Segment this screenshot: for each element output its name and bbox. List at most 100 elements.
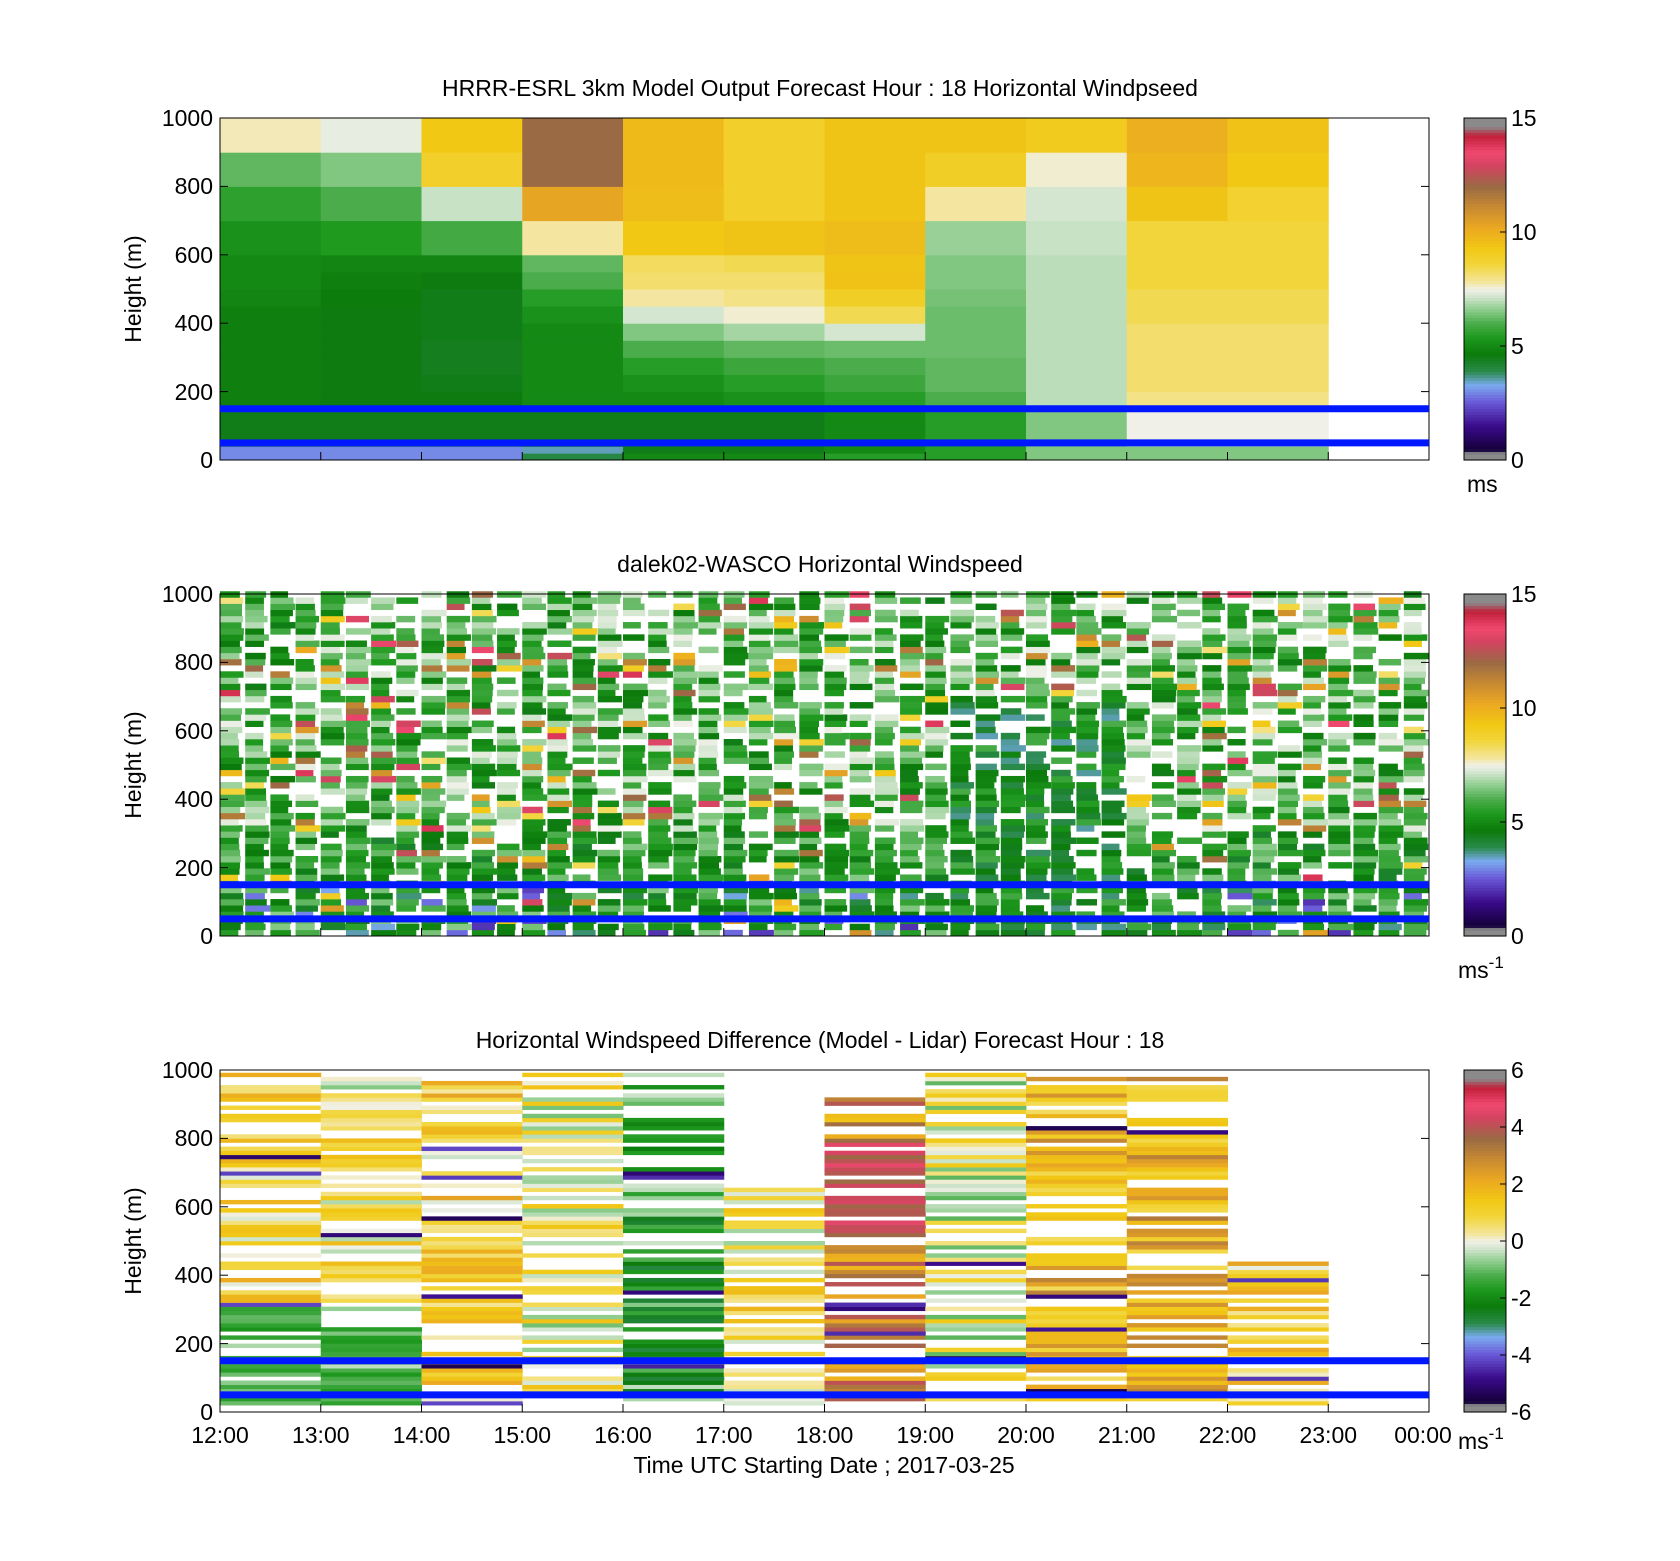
heatmap-cell bbox=[320, 757, 342, 764]
heatmap-cell bbox=[774, 597, 794, 604]
heatmap-cell bbox=[320, 1347, 422, 1353]
heatmap-cell bbox=[522, 1286, 624, 1291]
heatmap-cell bbox=[345, 899, 367, 906]
heatmap-cell bbox=[1126, 1117, 1228, 1123]
heatmap-cell bbox=[824, 425, 926, 440]
heatmap-cell bbox=[1277, 702, 1303, 709]
heatmap-cell bbox=[824, 714, 848, 721]
heatmap-cell bbox=[925, 1101, 1027, 1106]
heatmap-cell bbox=[421, 886, 441, 894]
heatmap-cell bbox=[774, 849, 799, 857]
colorbar-swatch bbox=[1464, 676, 1506, 681]
colorbar-swatch bbox=[1464, 802, 1506, 806]
heatmap-cell bbox=[925, 425, 1027, 440]
heatmap-cell bbox=[799, 646, 823, 654]
heatmap-cell bbox=[320, 1273, 422, 1279]
heatmap-cell bbox=[1101, 603, 1126, 611]
heatmap-cell bbox=[1303, 794, 1324, 801]
heatmap-cell bbox=[220, 640, 240, 647]
heatmap-cell bbox=[270, 732, 292, 740]
heatmap-cell bbox=[245, 763, 268, 771]
heatmap-cell bbox=[1051, 652, 1073, 660]
heatmap-cell bbox=[698, 855, 722, 863]
heatmap-cell bbox=[673, 905, 692, 912]
heatmap-cell bbox=[597, 769, 621, 777]
heatmap-cell bbox=[547, 862, 573, 869]
heatmap-cell bbox=[1126, 1310, 1228, 1316]
colorbar-swatch bbox=[1464, 200, 1506, 205]
heatmap-cell bbox=[220, 1253, 322, 1258]
heatmap-cell bbox=[345, 628, 371, 635]
heatmap-cell bbox=[925, 357, 1027, 375]
heatmap-cell bbox=[547, 905, 570, 912]
heatmap-cell bbox=[245, 720, 264, 727]
heatmap-cell bbox=[1151, 763, 1172, 771]
heatmap-cell bbox=[623, 689, 649, 697]
colorbar-swatch bbox=[1464, 1098, 1506, 1102]
heatmap-cell bbox=[1378, 782, 1397, 789]
heatmap-cell bbox=[245, 868, 270, 875]
heatmap-cell bbox=[950, 708, 976, 715]
heatmap-cell bbox=[320, 1228, 422, 1234]
heatmap-cell bbox=[1026, 1331, 1128, 1336]
heatmap-cell bbox=[673, 837, 699, 844]
heatmap-cell bbox=[824, 708, 843, 715]
heatmap-cell bbox=[900, 929, 921, 937]
colorbar-swatch bbox=[1464, 1369, 1506, 1373]
heatmap-cell bbox=[471, 702, 491, 709]
heatmap-cell bbox=[849, 819, 869, 826]
heatmap-cell bbox=[522, 1117, 624, 1123]
heatmap-cell bbox=[1026, 1216, 1128, 1221]
heatmap-cell bbox=[421, 1257, 523, 1262]
heatmap-cell bbox=[874, 658, 896, 666]
heatmap-cell bbox=[1403, 843, 1429, 851]
heatmap-cell bbox=[1403, 929, 1427, 937]
heatmap-cell bbox=[874, 923, 895, 931]
heatmap-cell bbox=[345, 745, 368, 752]
heatmap-cell bbox=[1076, 788, 1097, 795]
heatmap-cell bbox=[522, 1216, 624, 1221]
heatmap-cell bbox=[1177, 929, 1203, 937]
heatmap-cell bbox=[1202, 899, 1221, 906]
heatmap-cell bbox=[1126, 1343, 1228, 1349]
heatmap-cell bbox=[1353, 923, 1375, 931]
heatmap-cell bbox=[1126, 794, 1152, 801]
colorbar-swatch bbox=[1464, 254, 1506, 259]
heatmap-cell bbox=[1353, 812, 1377, 820]
colorbar-swatch bbox=[1464, 283, 1506, 287]
heatmap-cell bbox=[371, 794, 390, 801]
heatmap-cell bbox=[471, 855, 493, 863]
heatmap-cell bbox=[320, 1265, 422, 1271]
heatmap-cell bbox=[1303, 597, 1323, 604]
colorbar-swatch bbox=[1464, 323, 1506, 327]
heatmap-cell bbox=[1026, 1253, 1128, 1258]
heatmap-cell bbox=[446, 782, 469, 789]
heatmap-cell bbox=[698, 819, 720, 826]
heatmap-cell bbox=[1177, 812, 1198, 820]
heatmap-cell bbox=[1126, 720, 1148, 727]
heatmap-cell bbox=[1026, 769, 1047, 777]
heatmap-cell bbox=[1151, 831, 1173, 838]
heatmap-cell bbox=[320, 340, 422, 358]
heatmap-cell bbox=[547, 757, 566, 764]
heatmap-cell bbox=[1202, 597, 1223, 604]
heatmap-cell bbox=[421, 708, 445, 715]
colorbar-swatch bbox=[1464, 1249, 1506, 1253]
heatmap-cell bbox=[245, 923, 266, 931]
heatmap-cell bbox=[874, 615, 898, 623]
heatmap-cell bbox=[1227, 658, 1251, 666]
colorbar-swatch bbox=[1464, 180, 1506, 185]
heatmap-cell bbox=[220, 1232, 322, 1238]
heatmap-cell bbox=[824, 453, 926, 461]
heatmap-cell bbox=[270, 806, 289, 814]
heatmap-cell bbox=[1101, 899, 1126, 906]
heatmap-cell bbox=[1026, 689, 1050, 697]
heatmap-cell bbox=[522, 1339, 624, 1344]
heatmap-cell bbox=[597, 806, 618, 814]
heatmap-cell bbox=[824, 1314, 926, 1320]
heatmap-cell bbox=[1252, 652, 1274, 660]
heatmap-cell bbox=[597, 849, 620, 857]
heatmap-cell bbox=[220, 812, 246, 820]
heatmap-cell bbox=[1353, 763, 1374, 771]
heatmap-cell bbox=[597, 800, 619, 808]
